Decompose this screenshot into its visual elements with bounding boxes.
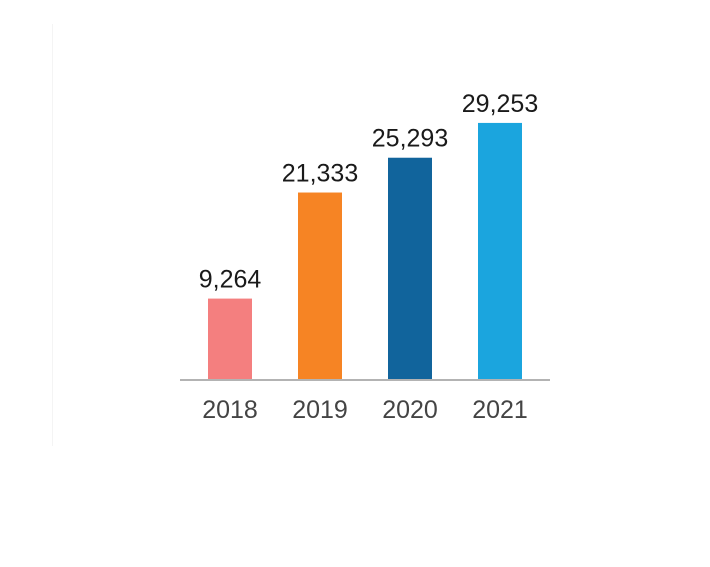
x-tick-label-2018: 2018: [202, 396, 258, 424]
data-label-2019: 21,333: [282, 160, 358, 188]
bar-2019: [298, 192, 342, 380]
data-label-2021: 29,253: [462, 90, 538, 118]
frame-divider: [52, 24, 53, 446]
data-label-2020: 25,293: [372, 125, 448, 153]
bar-2021: [478, 122, 522, 380]
bar-2020: [388, 157, 432, 380]
x-tick-label-2021: 2021: [472, 396, 528, 424]
bars-layer: [208, 122, 522, 380]
x-tick-label-2020: 2020: [382, 396, 438, 424]
x-tick-label-2019: 2019: [292, 396, 348, 424]
bar-2018: [208, 298, 252, 380]
tick-labels-layer: 2018 2019 2020 2021: [202, 396, 528, 424]
value-labels-layer: 9,264 21,333 25,293 29,253: [199, 90, 539, 294]
data-label-2018: 9,264: [199, 266, 262, 294]
